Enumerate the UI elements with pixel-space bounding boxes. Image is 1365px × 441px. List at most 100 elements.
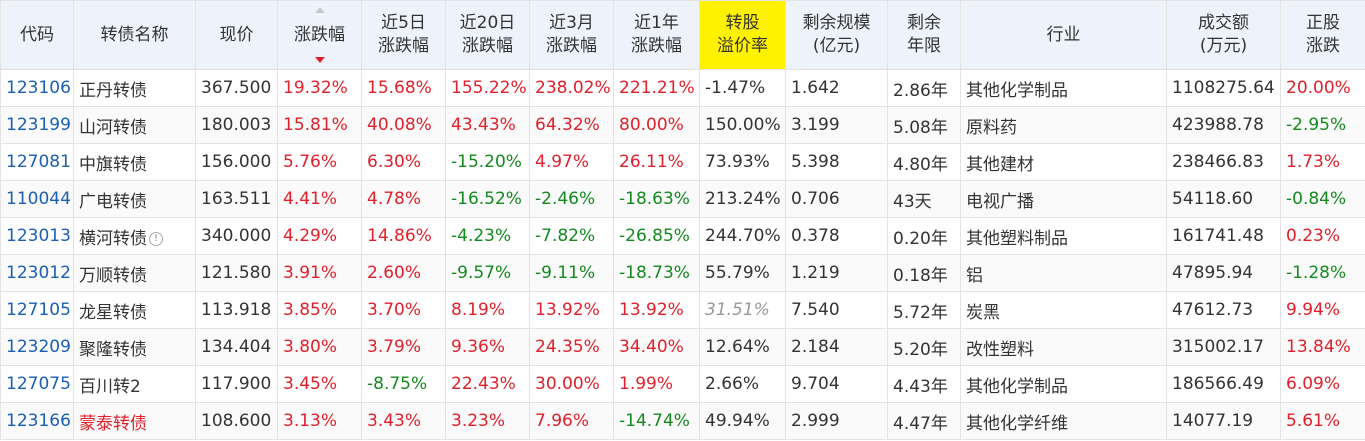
table-row[interactable]: 127081 中旗转债 156.000 5.76% 6.30% -15.20% 4.97% 2… [0,143,1365,181]
cell-code: 123013 [0,217,74,255]
cell-premium: 73.93% [699,143,786,181]
cell-price: 367.500 [195,69,278,107]
cell-premium: 213.24% [699,180,786,218]
cell-change-20d: 8.19% [445,291,530,329]
cell-turnover: 161741.48 [1166,217,1281,255]
col-header-change[interactable]: 涨跌幅 [277,0,362,70]
table-row[interactable]: 123199 山河转债 180.003 15.81% 40.08% 43.43% 64.32… [0,106,1365,144]
cell-remaining-size: 2.184 [785,328,888,366]
info-icon[interactable]: ! [149,231,163,246]
cell-change: 3.85% [277,291,362,329]
cell-name: 蒙泰转债 [73,402,196,440]
bond-code-link[interactable]: 123166 [6,411,71,431]
table-row[interactable]: 123012 万顺转债 121.580 3.91% 2.60% -9.57% -9.11% -… [0,254,1365,292]
table-row[interactable]: 127075 百川转2 117.900 3.45% -8.75% 22.43% 30.00%… [0,365,1365,403]
table-row[interactable]: 110044 广电转债 163.511 4.41% 4.78% -16.52% -2.46%… [0,180,1365,218]
cell-change-5d: 2.60% [361,254,446,292]
cell-remaining-term: 4.80年 [887,143,961,181]
cell-change: 4.41% [277,180,362,218]
cell-remaining-term: 4.43年 [887,365,961,403]
col-header-price[interactable]: 现价 [195,0,278,70]
col-header-industry[interactable]: 行业 [960,0,1167,70]
cell-price: 156.000 [195,143,278,181]
table-row[interactable]: 123106 正丹转债 367.500 19.32% 15.68% 155.22% 238.… [0,69,1365,107]
bond-code-link[interactable]: 127075 [6,374,71,394]
cell-price: 340.000 [195,217,278,255]
col-header-change-20d[interactable]: 近20日 涨跌幅 [445,0,530,70]
bond-code-link[interactable]: 110044 [6,189,71,209]
cell-change-5d: 40.08% [361,106,446,144]
cell-turnover: 423988.78 [1166,106,1281,144]
bond-code-link[interactable]: 123199 [6,115,71,135]
cell-industry: 铝 [960,254,1167,292]
cell-turnover: 238466.83 [1166,143,1281,181]
cell-price: 113.918 [195,291,278,329]
cell-price: 180.003 [195,106,278,144]
bond-name[interactable]: 山河转债 [79,117,147,138]
bond-name[interactable]: 聚隆转债 [79,339,147,360]
cell-change-3m: 4.97% [529,143,614,181]
cell-change: 15.81% [277,106,362,144]
col-header-code[interactable]: 代码 [0,0,74,70]
cell-remaining-term: 0.18年 [887,254,961,292]
cell-change-20d: 155.22% [445,69,530,107]
cell-stock-change: 9.94% [1280,291,1365,329]
bond-code-link[interactable]: 123012 [6,263,71,283]
cell-turnover: 47612.73 [1166,291,1281,329]
col-header-name[interactable]: 转债名称 [73,0,196,70]
col-header-change-3m[interactable]: 近3月 涨跌幅 [529,0,614,70]
cell-remaining-size: 3.199 [785,106,888,144]
bond-name[interactable]: 万顺转债 [79,265,147,286]
bond-code-link[interactable]: 123106 [6,78,71,98]
bond-name[interactable]: 中旗转债 [79,154,147,175]
cell-change-20d: -16.52% [445,180,530,218]
bond-code-link[interactable]: 123209 [6,337,71,357]
cell-stock-change: -0.84% [1280,180,1365,218]
bond-name[interactable]: 蒙泰转债 [79,413,147,434]
cell-change-5d: -8.75% [361,365,446,403]
cell-stock-change: 1.73% [1280,143,1365,181]
col-header-remaining-size[interactable]: 剩余规模 (亿元) [785,0,888,70]
cell-change-3m: -2.46% [529,180,614,218]
bond-name[interactable]: 广电转债 [79,191,147,212]
cell-change-1y: 13.92% [613,291,700,329]
col-header-change-1y[interactable]: 近1年 涨跌幅 [613,0,700,70]
bond-name[interactable]: 正丹转债 [79,80,147,101]
cell-change-20d: -15.20% [445,143,530,181]
bond-code-link[interactable]: 127081 [6,152,71,172]
table-row[interactable]: 127105 龙星转债 113.918 3.85% 3.70% 8.19% 13.92% 13… [0,291,1365,329]
cell-code: 127075 [0,365,74,403]
bond-code-link[interactable]: 123013 [6,226,71,246]
col-header-premium[interactable]: 转股 溢价率 [699,0,786,70]
cell-change-20d: 22.43% [445,365,530,403]
cell-stock-change: 13.84% [1280,328,1365,366]
table-row[interactable]: 123209 聚隆转债 134.404 3.80% 3.79% 9.36% 24.35% 34… [0,328,1365,366]
cell-change-3m: 7.96% [529,402,614,440]
cell-stock-change: 20.00% [1280,69,1365,107]
bond-name[interactable]: 百川转2 [79,376,141,397]
cell-change-5d: 3.79% [361,328,446,366]
cell-code: 127081 [0,143,74,181]
cell-change-5d: 15.68% [361,69,446,107]
cell-remaining-size: 1.219 [785,254,888,292]
bond-name[interactable]: 龙星转债 [79,302,147,323]
table-row[interactable]: 123166 蒙泰转债 108.600 3.13% 3.43% 3.23% 7.96% -14… [0,402,1365,440]
cell-name: 万顺转债 [73,254,196,292]
cell-industry: 其他化学制品 [960,69,1167,107]
col-header-turnover[interactable]: 成交额 (万元) [1166,0,1281,70]
cell-turnover: 315002.17 [1166,328,1281,366]
table-row[interactable]: 123013 横河转债! 340.000 4.29% 14.86% -4.23% -7.82… [0,217,1365,255]
cell-change-20d: 3.23% [445,402,530,440]
cell-name: 百川转2 [73,365,196,403]
cell-code: 123012 [0,254,74,292]
cell-change-3m: 13.92% [529,291,614,329]
col-header-change-5d[interactable]: 近5日 涨跌幅 [361,0,446,70]
cell-change-1y: -18.63% [613,180,700,218]
col-header-remaining-term[interactable]: 剩余 年限 [887,0,961,70]
cell-turnover: 54118.60 [1166,180,1281,218]
cell-remaining-size: 0.706 [785,180,888,218]
bond-name[interactable]: 横河转债 [79,228,147,249]
col-header-stock-change[interactable]: 正股 涨跌 [1280,0,1365,70]
bond-code-link[interactable]: 127105 [6,300,71,320]
cell-change-20d: 9.36% [445,328,530,366]
